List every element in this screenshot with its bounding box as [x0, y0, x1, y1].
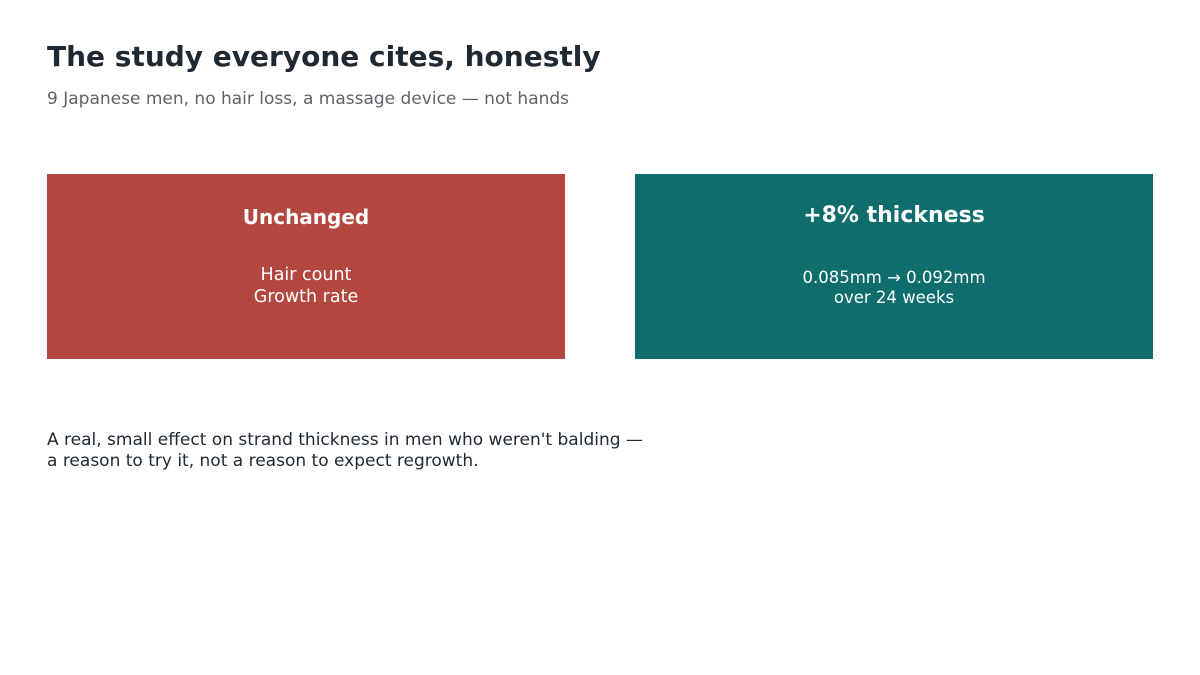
unchanged-panel: Unchanged Hair count Growth rate [47, 174, 565, 359]
unchanged-line-hair-count: Hair count [260, 265, 352, 285]
unchanged-line-growth-rate: Growth rate [253, 287, 359, 307]
unchanged-heading: Unchanged [242, 205, 370, 229]
page-title: The study everyone cites, honestly [47, 40, 601, 73]
thickness-lines: 0.085mm → 0.092mm over 24 weeks [635, 268, 1153, 308]
thickness-panel: +8% thickness 0.085mm → 0.092mm over 24 … [635, 174, 1153, 359]
footnote-line-2: a reason to try it, not a reason to expe… [47, 451, 479, 471]
thickness-heading: +8% thickness [803, 203, 985, 228]
thickness-line-measurement: 0.085mm → 0.092mm [802, 268, 986, 287]
unchanged-lines: Hair count Growth rate [47, 264, 565, 308]
thickness-line-duration: over 24 weeks [833, 288, 955, 307]
footnote: A real, small effect on strand thickness… [47, 430, 643, 472]
footnote-line-1: A real, small effect on strand thickness… [47, 430, 643, 450]
page-subtitle: 9 Japanese men, no hair loss, a massage … [47, 89, 570, 109]
